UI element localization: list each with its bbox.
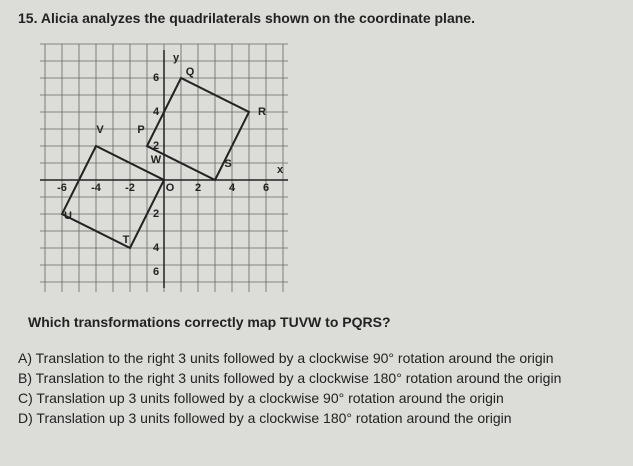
x-tick-label: 4: [229, 182, 236, 194]
option-text: Translation to the right 3 units followe…: [35, 370, 562, 386]
y-tick-label: 4: [153, 242, 160, 254]
option-text: Translation up 3 units followed by a clo…: [36, 410, 512, 426]
option[interactable]: D) Translation up 3 units followed by a …: [18, 410, 512, 426]
point-label: S: [224, 158, 231, 170]
question-number: 15.: [18, 10, 38, 26]
point-label: W: [151, 154, 162, 166]
question-header: 15. Alicia analyzes the quadrilaterals s…: [18, 10, 475, 26]
y-tick-label: 2: [153, 208, 159, 220]
question-stem: Alicia analyzes the quadrilaterals shown…: [40, 10, 475, 26]
point-label: R: [258, 106, 266, 118]
origin-label: O: [166, 182, 175, 194]
point-label: Q: [186, 66, 195, 78]
point-label: P: [137, 124, 144, 136]
y-tick-label: 2: [153, 140, 159, 152]
option-text: Translation to the right 3 units followe…: [35, 350, 554, 366]
axis-label: y: [173, 52, 180, 64]
x-tick-label: 2: [195, 182, 201, 194]
x-tick-label: -2: [125, 182, 135, 194]
quadrilateral-tuvw: [60, 144, 166, 250]
question-prompt: Which transformations correctly map TUVW…: [28, 314, 391, 330]
x-tick-label: -4: [91, 182, 102, 194]
option-text: Translation up 3 units followed by a clo…: [36, 390, 504, 406]
option-letter: C): [18, 390, 33, 406]
option-letter: A): [18, 350, 32, 366]
point-label: T: [123, 234, 130, 246]
y-tick-label: 6: [153, 266, 159, 278]
coordinate-plane: x y O -6 -4 -2 2 4 6 6 4 2 2 4 6 P Q R S…: [40, 43, 288, 292]
option-letter: B): [18, 370, 32, 386]
point-label: V: [96, 124, 104, 136]
point-label: U: [64, 210, 72, 222]
y-tick-label: 4: [153, 106, 160, 118]
option[interactable]: B) Translation to the right 3 units foll…: [18, 370, 561, 386]
option-letter: D): [18, 410, 33, 426]
x-tick-label: 6: [263, 182, 269, 194]
axis-label: x: [277, 164, 284, 176]
quadrilateral-pqrs: [145, 76, 251, 182]
option[interactable]: C) Translation up 3 units followed by a …: [18, 390, 504, 406]
x-tick-label: -6: [57, 182, 67, 194]
option[interactable]: A) Translation to the right 3 units foll…: [18, 350, 554, 366]
y-tick-label: 6: [153, 72, 159, 84]
